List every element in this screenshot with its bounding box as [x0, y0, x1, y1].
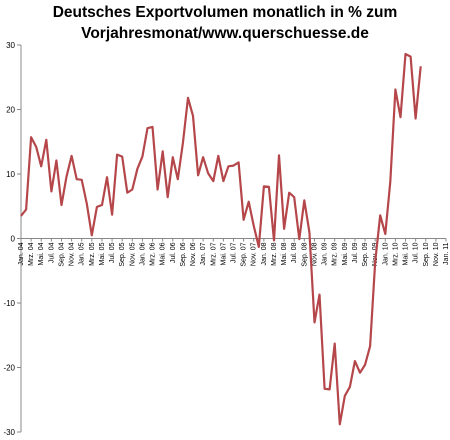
x-tick-label: Mrz. 10: [392, 242, 399, 265]
x-tick-label: Jul. 05: [109, 242, 116, 263]
x-tick-label: Sep. 04: [58, 242, 65, 266]
series-line: [20, 52, 422, 426]
y-tick-label: -10: [3, 299, 15, 308]
x-tick-label: Mrz. 09: [332, 242, 339, 265]
x-tick-label: Sep. 09: [362, 242, 369, 266]
x-tick-label: Nov. 08: [311, 242, 318, 266]
x-tick-label: Nov. 05: [129, 242, 136, 266]
x-tick-label: Jul. 06: [170, 242, 177, 263]
x-tick-label: Sep. 10: [423, 242, 430, 266]
x-tick-label: Mai. 09: [342, 242, 349, 265]
x-tick-label: Mai. 07: [220, 242, 227, 265]
x-tick-label: Jan. 05: [79, 242, 86, 265]
y-tick-label: 30: [6, 41, 15, 50]
x-tick-label: Jul. 09: [352, 242, 359, 263]
x-tick-label: Mai. 08: [281, 242, 288, 265]
x-tick-label: Nov. 06: [190, 242, 197, 266]
x-tick-label: Mrz. 08: [271, 242, 278, 265]
x-tick-label: Mai. 10: [403, 242, 410, 265]
x-tick-label: Jan. 06: [139, 242, 146, 265]
x-tick-label: Mrz. 07: [210, 242, 217, 265]
x-tick-label: Sep. 08: [301, 242, 308, 266]
x-tick-label: Jan. 09: [322, 242, 329, 265]
x-tick-label: Jan. 08: [261, 242, 268, 265]
y-tick-label: -20: [3, 364, 15, 373]
x-tick-label: Jan. 07: [200, 242, 207, 265]
x-tick-label: Mai. 04: [38, 242, 45, 265]
x-tick-label: Mrz. 05: [89, 242, 96, 265]
y-tick-label: 0: [11, 235, 16, 244]
x-tick-label: Nov. 04: [69, 242, 76, 266]
y-tick-label: 10: [6, 170, 15, 179]
x-tick-label: Nov. 10: [433, 242, 440, 266]
x-tick-label: Sep. 05: [119, 242, 126, 266]
chart-title: Deutsches Exportvolumen monatlich in % z…: [0, 2, 450, 44]
x-tick-label: Nov. 07: [251, 242, 258, 266]
x-tick-label: Mrz. 06: [150, 242, 157, 265]
y-tick-label: -30: [3, 428, 15, 437]
x-tick-label: Jan. 11: [443, 242, 450, 265]
x-tick-label: Sep. 07: [241, 242, 248, 266]
x-tick-label: Mrz. 04: [28, 242, 35, 265]
x-tick-label: Jul. 07: [231, 242, 238, 263]
chart-title-line-2: Vorjahresmonat/www.querschuesse.de: [81, 25, 369, 42]
x-tick-label: Sep. 06: [180, 242, 187, 266]
x-tick-label: Mai. 05: [99, 242, 106, 265]
x-tick-label: Jul. 04: [48, 242, 55, 263]
chart-title-line-1: Deutsches Exportvolumen monatlich in % z…: [52, 4, 398, 21]
x-tick-label: Jul. 08: [291, 242, 298, 263]
x-tick-label: Jul. 10: [413, 242, 420, 263]
x-tick-label: Jan. 04: [18, 242, 25, 265]
y-tick-label: 20: [6, 106, 15, 115]
x-tick-label: Mai. 06: [160, 242, 167, 265]
x-tick-label: Jan. 10: [382, 242, 389, 265]
